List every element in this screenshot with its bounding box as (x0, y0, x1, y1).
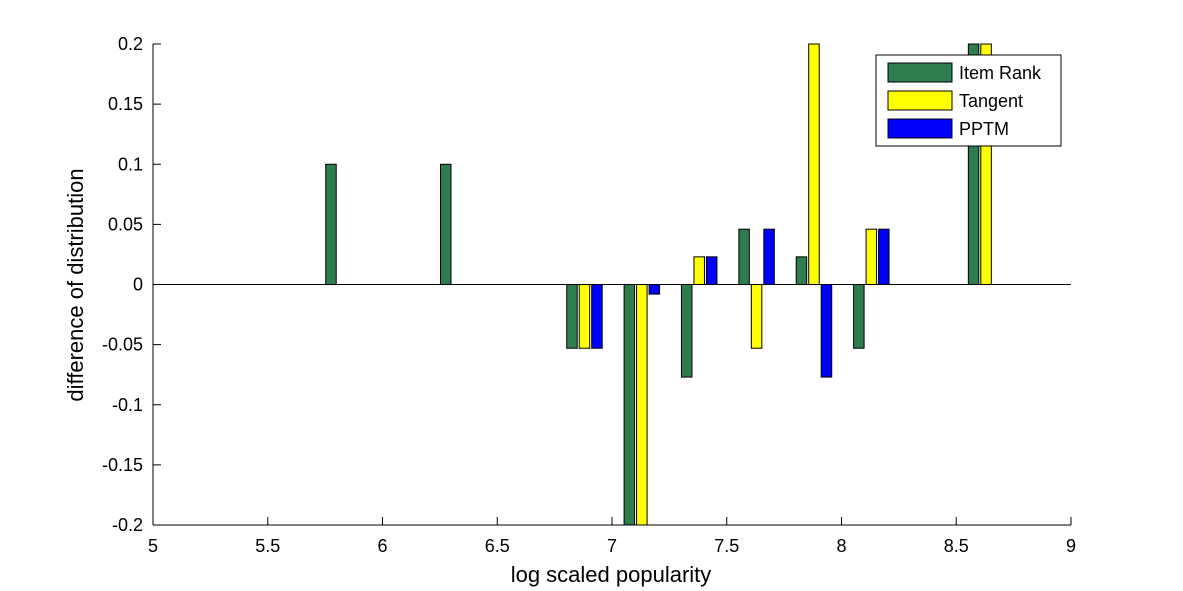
bar-item-rank (566, 284, 578, 349)
bar-item-rank (738, 228, 750, 285)
x-tick-label: 9 (1066, 536, 1076, 556)
y-tick-label: 0.15 (108, 94, 143, 114)
y-tick-label: -0.2 (112, 515, 143, 535)
x-tick-label: 8.5 (944, 536, 969, 556)
bar-pptm (591, 284, 603, 349)
legend-swatch (887, 118, 953, 139)
legend-label: PPTM (959, 119, 1009, 139)
y-tick-label: -0.15 (102, 455, 143, 475)
bar-item-rank (325, 163, 337, 285)
x-tick-label: 6 (377, 536, 387, 556)
bar-pptm (705, 256, 718, 285)
bar-tangent (808, 43, 820, 285)
bar-tangent (750, 284, 763, 349)
bar-tangent (578, 284, 591, 349)
y-tick-label: 0.2 (118, 34, 143, 54)
bar-item-rank (680, 284, 693, 378)
x-tick-label: 5 (148, 536, 158, 556)
x-tick-label: 6.5 (485, 536, 510, 556)
y-tick-label: 0.05 (108, 214, 143, 234)
x-tick-label: 8 (836, 536, 846, 556)
bar-tangent (636, 284, 648, 526)
legend-swatch (887, 90, 953, 111)
legend-label: Tangent (959, 91, 1023, 111)
legend-swatch (887, 62, 953, 83)
bar-item-rank (439, 163, 452, 285)
bar-pptm (648, 284, 661, 295)
x-tick-label: 5.5 (255, 536, 280, 556)
x-tick-label: 7.5 (714, 536, 739, 556)
bar-pptm (763, 228, 775, 285)
y-tick-label: 0 (133, 275, 143, 295)
bar-item-rank (623, 284, 636, 526)
bar-pptm (820, 284, 833, 378)
y-tick-label: -0.1 (112, 395, 143, 415)
axes: 5 5.5 6 6.5 7 7.5 8 8.5 9 -0.2 -0.15 -0.1 -0.05 0 0.05… (102, 34, 1076, 556)
x-axis-label: log scaled popularity (511, 562, 712, 587)
bar-item-rank (795, 256, 808, 285)
bar-item-rank (853, 284, 865, 349)
y-axis-label: difference of distribution (63, 168, 88, 401)
legend: Item Rank Tangent PPTM (875, 54, 1062, 147)
x-tick-label: 7 (607, 536, 617, 556)
bar-pptm (878, 228, 890, 285)
y-tick-label: -0.05 (102, 335, 143, 355)
legend-label: Item Rank (959, 63, 1042, 83)
bar-tangent (693, 256, 705, 285)
bar-tangent (865, 228, 878, 285)
y-tick-label: 0.1 (118, 154, 143, 174)
